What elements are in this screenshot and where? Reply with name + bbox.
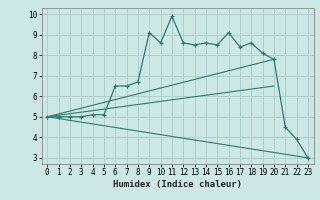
- X-axis label: Humidex (Indice chaleur): Humidex (Indice chaleur): [113, 180, 242, 189]
